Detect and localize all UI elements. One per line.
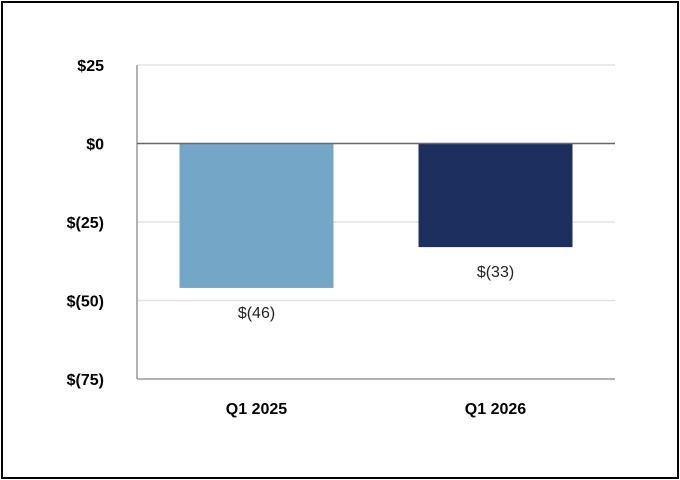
category-labels: Q1 2025 Q1 2026	[226, 401, 526, 418]
bar-q1-2025	[179, 143, 334, 288]
data-labels: $(46) $(33)	[238, 264, 514, 322]
y-tick-label: $(25)	[67, 215, 104, 232]
category-label: Q1 2025	[226, 401, 287, 418]
bar-q1-2026	[418, 143, 573, 248]
data-label: $(46)	[238, 305, 275, 322]
y-tick-label: $(75)	[67, 372, 104, 389]
y-tick-label: $0	[86, 137, 104, 154]
axes	[136, 65, 615, 380]
y-tick-labels: $25 $0 $(25) $(50) $(75)	[67, 58, 104, 389]
bars	[179, 143, 573, 288]
data-label: $(33)	[477, 264, 514, 281]
y-tick-label: $25	[77, 58, 104, 75]
y-tick-label: $(50)	[67, 294, 104, 311]
category-label: Q1 2026	[465, 401, 526, 418]
